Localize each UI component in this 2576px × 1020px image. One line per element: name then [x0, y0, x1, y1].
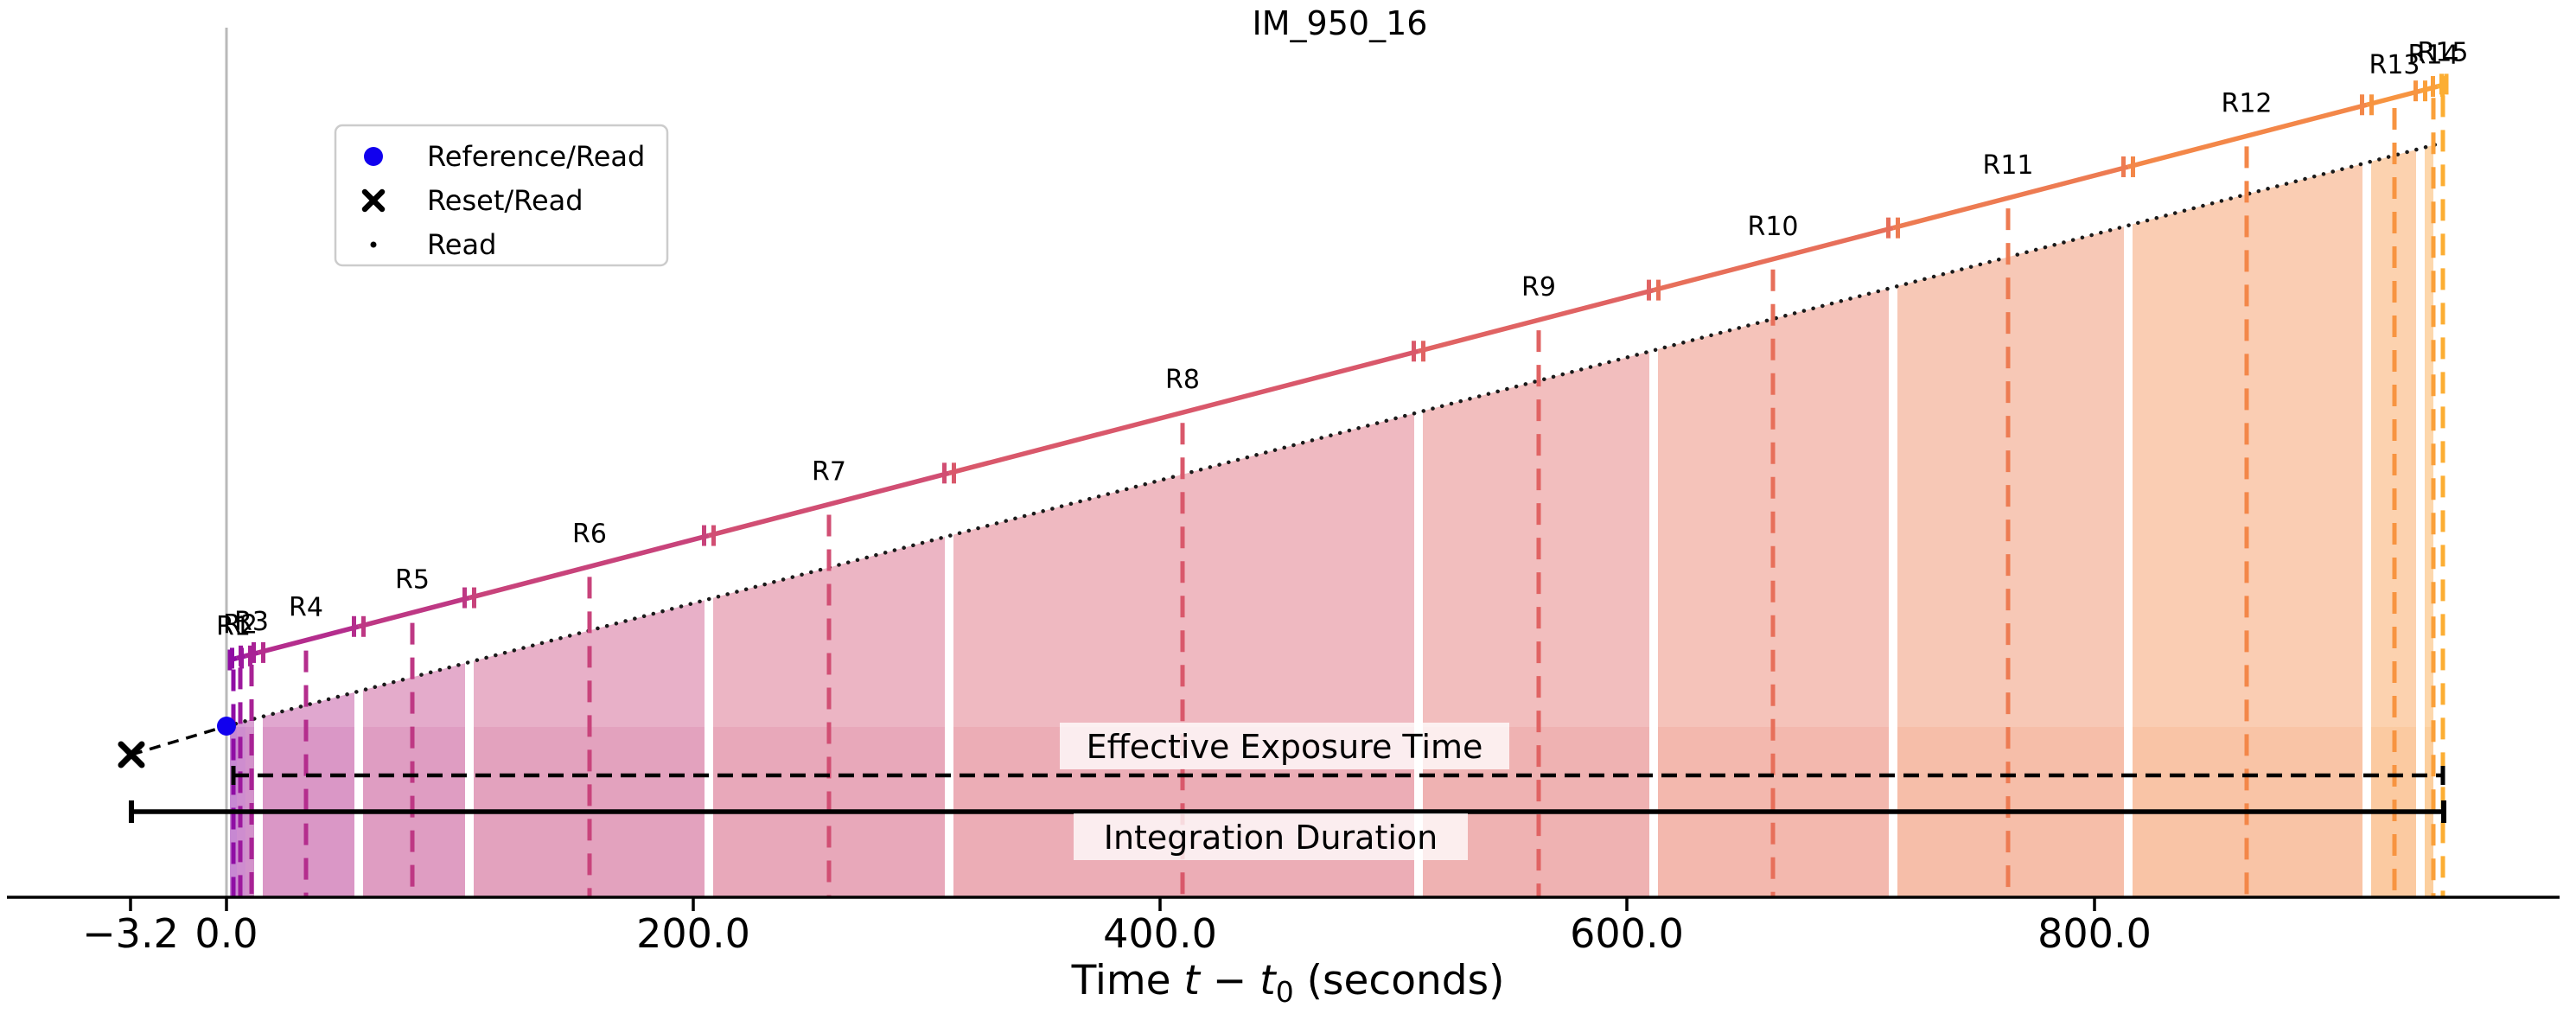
- ramp-segment-R6: [469, 532, 710, 601]
- x-axis-label: Time t − t0 (seconds): [1071, 957, 1505, 1009]
- effective-exposure-label-box: [1060, 723, 1509, 769]
- effective-exposure-label: Effective Exposure Time: [1087, 728, 1483, 766]
- integration-column-R11: [1897, 226, 2124, 898]
- reset-x-icon: [118, 741, 145, 768]
- read-label-R4: R4: [289, 593, 323, 623]
- ramp-segment-R9: [1418, 287, 1655, 354]
- small-dot-icon: [370, 241, 377, 248]
- read-label-R8: R8: [1165, 365, 1200, 395]
- integration-duration-label: Integration Duration: [1104, 819, 1438, 857]
- read-label-R3: R3: [234, 607, 269, 637]
- legend: [334, 124, 669, 267]
- legend-item-label: Reference/Read: [427, 140, 645, 173]
- black-x-icon: [361, 188, 386, 213]
- x-tick-label: 400.0: [1103, 910, 1217, 957]
- ramp-segment-R5: [358, 595, 470, 629]
- x-tick-label: 800.0: [2037, 910, 2152, 957]
- read-label-R14: R14: [2407, 40, 2458, 70]
- read-label-R6: R6: [572, 519, 607, 549]
- x-tick-label: 600.0: [1570, 910, 1684, 957]
- integration-column-R7: [713, 537, 945, 897]
- x-tick-label: −3.2: [82, 910, 179, 957]
- x-tick-label: 200.0: [636, 910, 750, 957]
- integration-column-R4: [263, 692, 354, 897]
- read-frames-dotted-line: [224, 140, 2445, 729]
- read-label-R5: R5: [395, 565, 430, 596]
- reference-read-dot-icon: [217, 717, 236, 736]
- blue-circle-icon: [364, 147, 383, 166]
- read-label-R2: R2: [223, 609, 258, 640]
- ramp-segment-R7: [708, 470, 950, 539]
- read-label-R9: R9: [1521, 272, 1556, 303]
- x-tick-label: 0.0: [194, 910, 258, 957]
- ramp-segment-R8: [948, 348, 1419, 476]
- integration-column-R14: [2425, 144, 2433, 897]
- legend-item-label: Read: [427, 228, 496, 261]
- read-label-R15: R15: [2417, 37, 2468, 67]
- integration-duration-label-box: [1074, 813, 1468, 860]
- read-label-R7: R7: [812, 456, 846, 487]
- ramp-segment-R12: [2127, 102, 2368, 169]
- read-label-R1: R1: [216, 611, 251, 641]
- ramp-segment-R10: [1653, 225, 1894, 293]
- read-label-R11: R11: [1982, 150, 2033, 181]
- ramp-segment-R13: [2366, 88, 2421, 107]
- integration-column-R6: [474, 600, 705, 897]
- ramp-segment-R4: [258, 624, 360, 655]
- ramp-segment-R11: [1892, 164, 2129, 231]
- read-label-R13: R13: [2369, 50, 2420, 80]
- read-label-R12: R12: [2221, 88, 2272, 118]
- read-label-R10: R10: [1747, 212, 1798, 242]
- plot-title: IM_950_16: [1253, 4, 1428, 42]
- reset-to-reference-connector: [131, 724, 227, 756]
- legend-item-label: Reset/Read: [427, 184, 583, 217]
